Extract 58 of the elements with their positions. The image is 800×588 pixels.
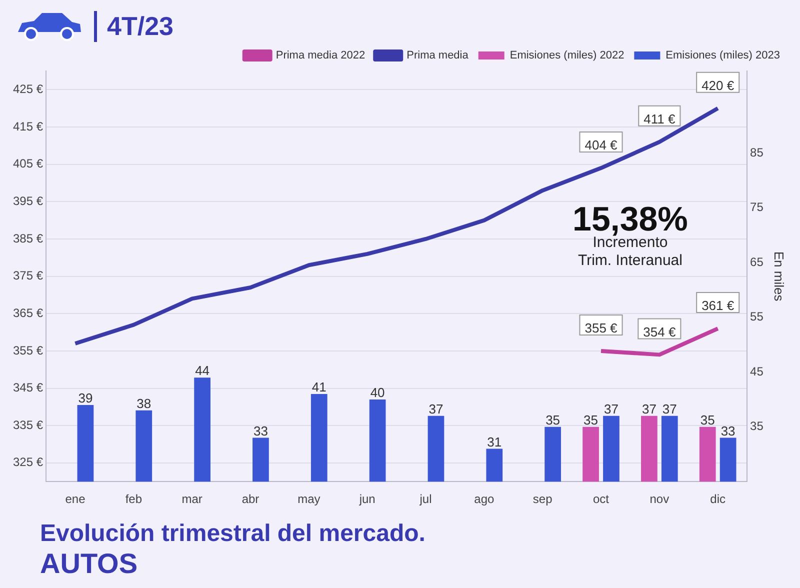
y-tick-label: 345 € [13, 380, 44, 395]
x-tick-label: nov [650, 492, 670, 506]
y-tick-label: 405 € [13, 156, 44, 171]
data-label: 37 [642, 401, 656, 416]
y2-tick-label: 85 [750, 145, 764, 160]
y-tick-label: 415 € [13, 119, 44, 134]
x-tick-label: jul [418, 492, 432, 506]
data-label: 33 [720, 423, 736, 438]
data-label: 44 [195, 363, 210, 378]
y2-axis-title: En miles [772, 251, 787, 302]
x-tick-label: ene [65, 492, 86, 506]
y2-tick-label: 55 [750, 310, 764, 324]
x-tick-label: may [298, 492, 320, 506]
x-tick-label: dic [710, 492, 726, 506]
legend-label: Prima media 2022 [276, 50, 366, 62]
data-label: 35 [546, 412, 560, 428]
y2-tick-label: 75 [750, 200, 764, 214]
text: 4T/23 [94, 10, 174, 42]
y-tick-label: 385 € [13, 231, 44, 246]
x-tick-label: abr [242, 492, 260, 506]
data-label: 404 € [584, 138, 618, 153]
data-label: 411 € [644, 112, 676, 126]
x-tick-label: mar [182, 492, 202, 506]
data-label: 38 [136, 396, 152, 412]
x-tick-label: ago [474, 492, 494, 506]
x-tick-label: feb [125, 492, 142, 506]
data-label: 37 [604, 401, 618, 416]
data-label: 37 [662, 401, 677, 416]
data-label: 37 [428, 401, 444, 416]
data-label: 420 € [702, 78, 735, 93]
legend-label: Prima media [406, 50, 470, 62]
data-label: 40 [370, 385, 385, 400]
data-label: 41 [312, 380, 326, 395]
data-label: 39 [78, 390, 93, 406]
x-tick-label: oct [593, 492, 610, 506]
data-label: 354 € [643, 324, 676, 340]
y-tick-label: 365 € [13, 306, 44, 320]
y-tick-label: 355 € [13, 343, 44, 358]
y2-tick-label: 45 [750, 364, 764, 378]
text: Evolución trimestral del mercado. [40, 520, 426, 548]
legend-label: Emisiones (miles) 2022 [510, 50, 624, 62]
x-tick-label: jun [358, 492, 376, 506]
y-tick-label: 335 € [13, 418, 44, 432]
data-label: 31 [487, 434, 502, 450]
y-tick-label: 395 € [13, 194, 44, 208]
y-tick-label: 325 € [13, 455, 44, 470]
text: AUTOS [40, 548, 138, 580]
y-tick-label: 375 € [13, 268, 44, 283]
data-label: 35 [584, 412, 598, 428]
data-label: 361 € [702, 298, 735, 314]
data-label: 33 [253, 423, 268, 438]
data-label: 35 [700, 412, 715, 428]
data-label: 355 € [584, 320, 618, 336]
x-tick-label: sep [532, 492, 553, 506]
y2-tick-label: 65 [750, 254, 764, 269]
legend-label: Emisiones (miles) 2023 [666, 50, 780, 62]
y2-tick-label: 35 [750, 419, 764, 434]
y-tick-label: 425 € [13, 82, 44, 96]
